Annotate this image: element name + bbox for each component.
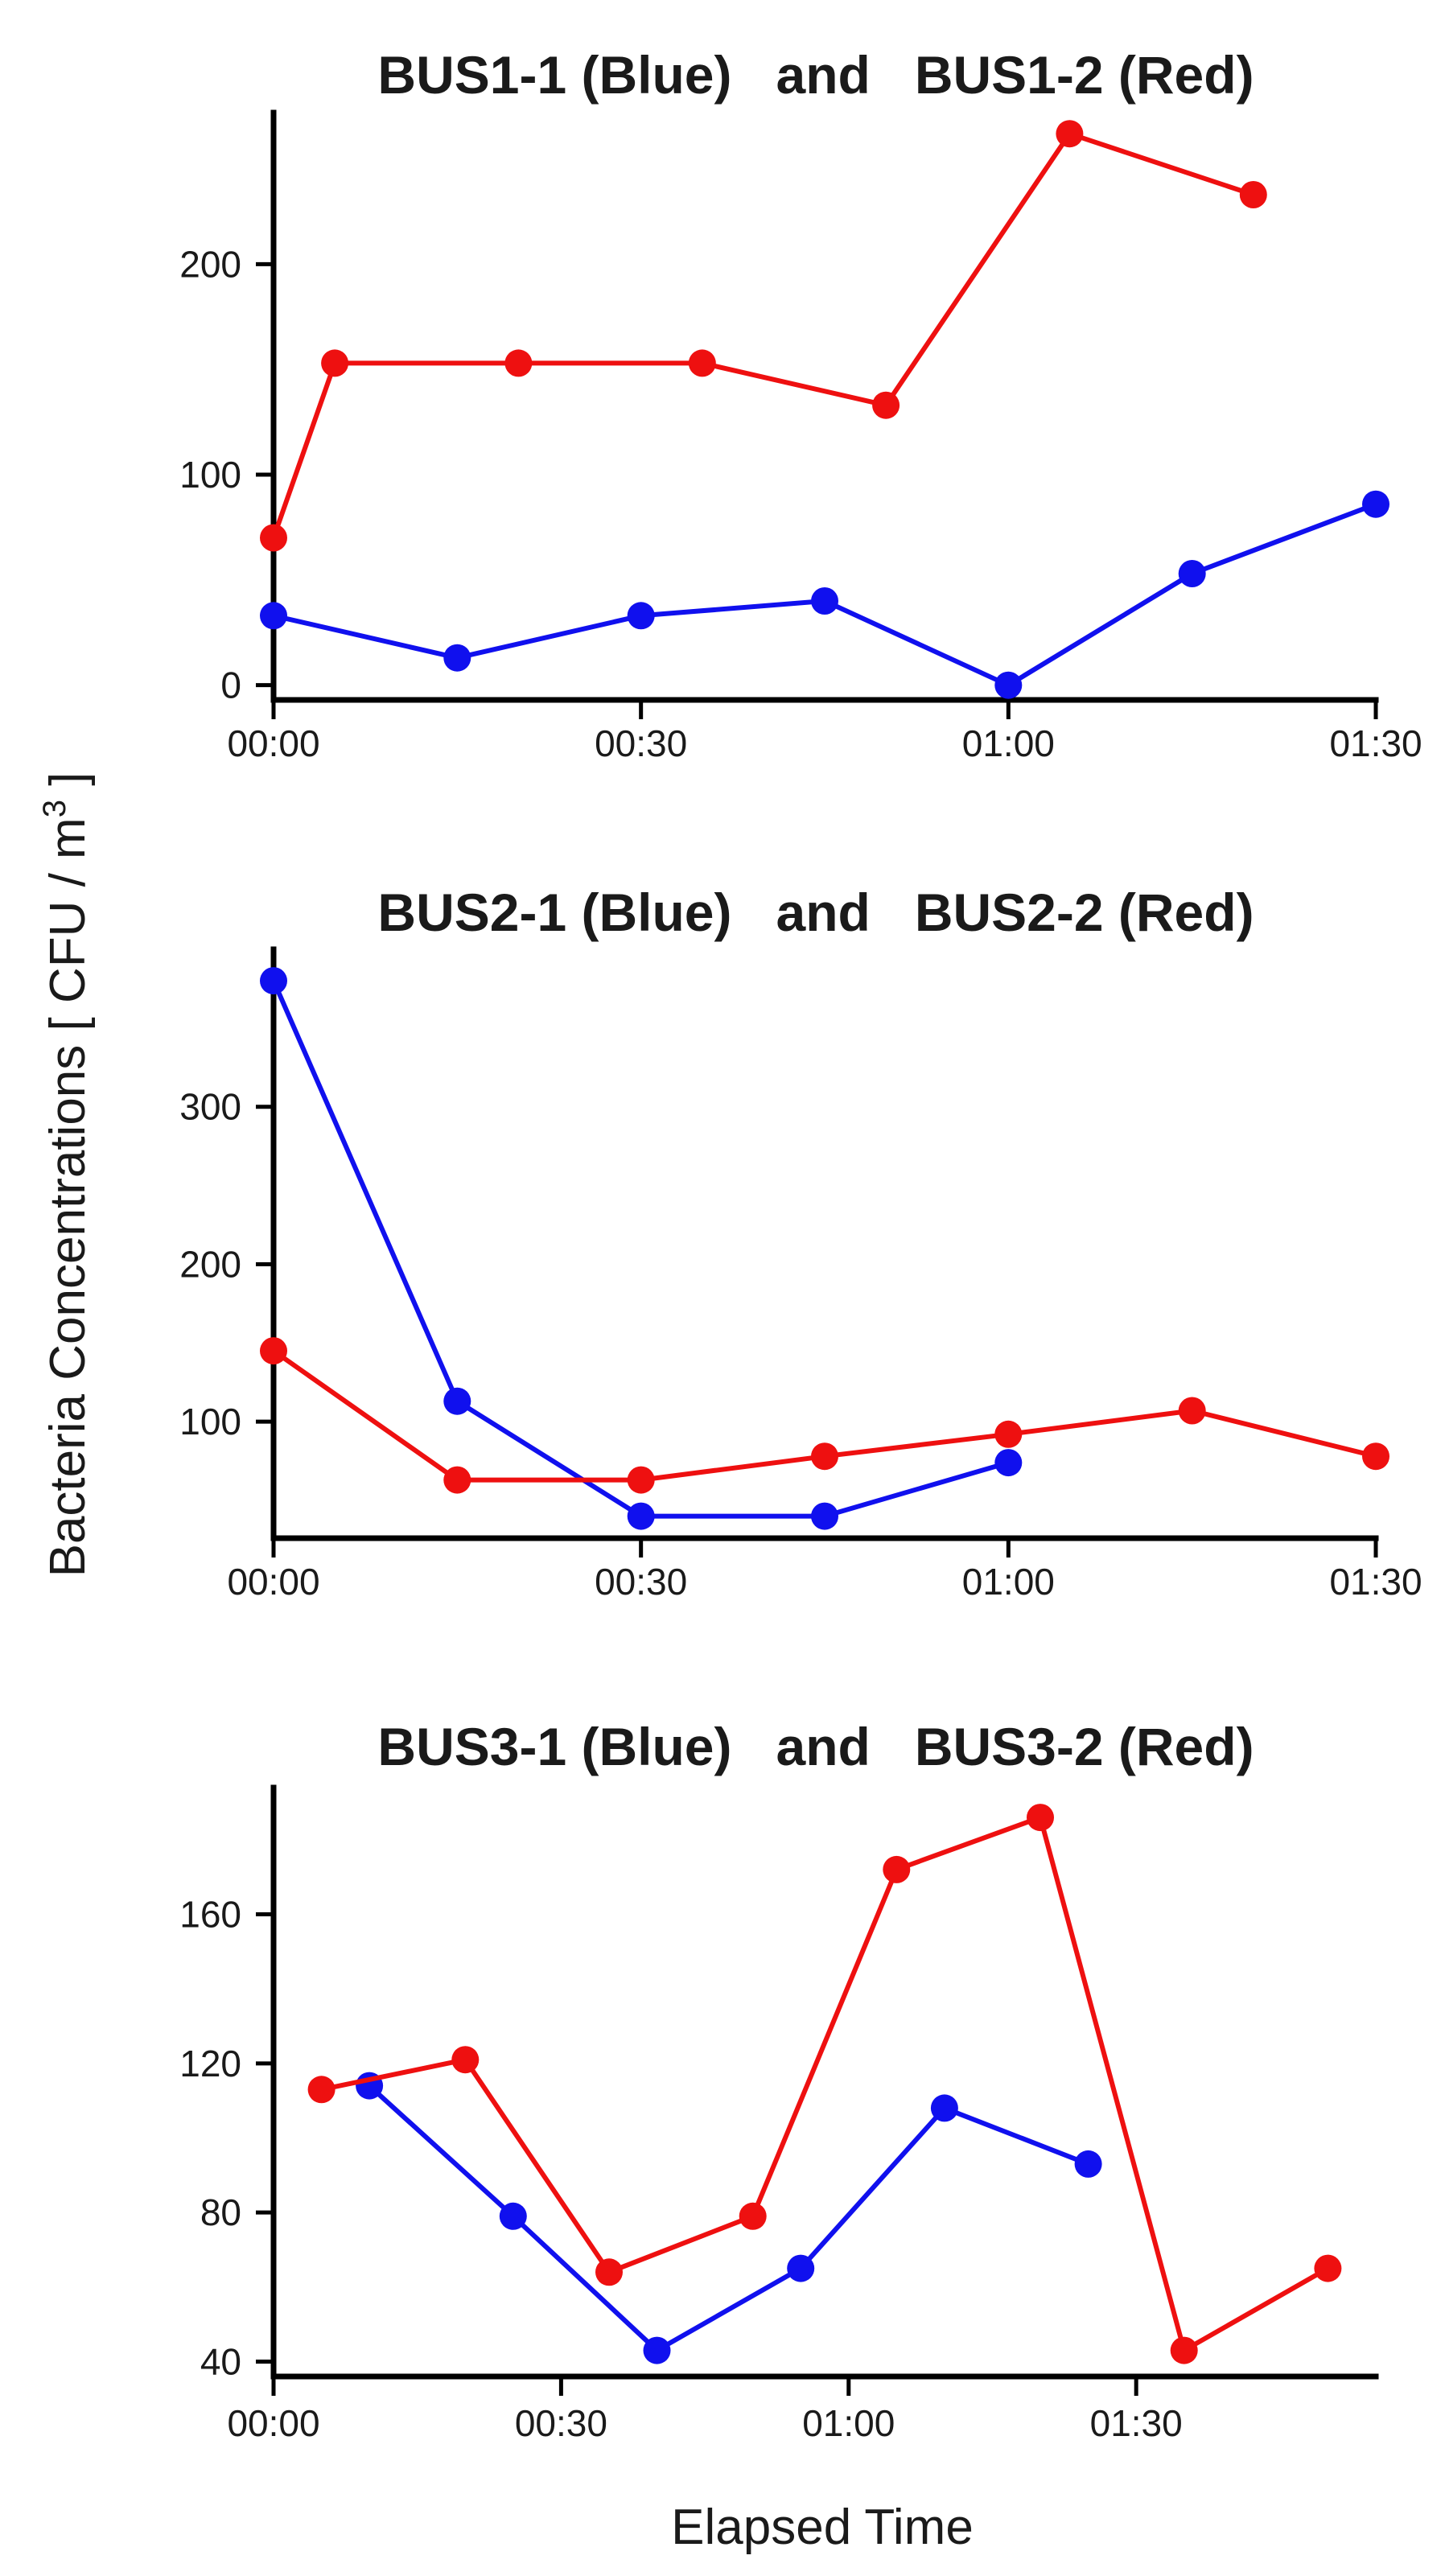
panel-3-x-tick-label: 00:00 xyxy=(227,2402,319,2444)
data-point-bus2-2 xyxy=(1362,1442,1389,1471)
data-point-bus1-1 xyxy=(260,602,287,630)
y-axis-title: Bacteria Concentrations [ CFU / m3 ] xyxy=(37,772,96,1578)
data-point-bus3-2 xyxy=(1170,2336,1198,2364)
data-point-bus3-2 xyxy=(1314,2254,1342,2282)
series-line-bus1-2 xyxy=(271,131,1254,539)
panel-2-y-tick-label: 200 xyxy=(179,1243,241,1285)
data-point-bus1-2 xyxy=(321,349,349,377)
panel-1-x-tick-label: 00:30 xyxy=(595,722,687,764)
panel-2-y-tick-label: 300 xyxy=(179,1086,241,1128)
data-point-bus2-2 xyxy=(260,1337,287,1365)
panel-2-x-tick-label: 01:00 xyxy=(962,1561,1055,1603)
data-point-bus1-1 xyxy=(627,602,655,630)
data-point-bus2-1 xyxy=(811,1502,838,1530)
data-point-bus2-1 xyxy=(443,1387,471,1415)
data-point-bus1-1 xyxy=(1362,490,1389,518)
panel-2-x-tick-label: 01:30 xyxy=(1329,1561,1422,1603)
panel-1: BUS1-1 (Blue) and BUS1-2 (Red) 0 100 200 00… xyxy=(179,45,1422,764)
series-line-bus3-2 xyxy=(320,1815,1329,2353)
data-point-bus1-1 xyxy=(1178,560,1206,587)
y-axis-title-superscript: 3 xyxy=(37,800,72,817)
data-point-bus3-2 xyxy=(595,2258,623,2286)
data-point-bus3-2 xyxy=(307,2076,336,2104)
panel-3-x-tick-label: 00:30 xyxy=(515,2402,607,2444)
data-point-bus1-1 xyxy=(811,587,838,615)
data-point-bus1-2 xyxy=(504,349,533,377)
panel-1-x-tick-label: 01:30 xyxy=(1329,722,1422,764)
data-point-bus1-1 xyxy=(994,671,1023,699)
panel-3: BUS3-1 (Blue) and BUS3-2 (Red) 40 80 120 16… xyxy=(179,1717,1379,2444)
panel-2: BUS2-1 (Blue) and BUS2-2 (Red) 100 200 300… xyxy=(179,883,1422,1603)
series-line-bus2-1 xyxy=(271,979,1010,1519)
panel-2-x-tick-label: 00:00 xyxy=(227,1561,319,1603)
y-axis-title-text: Bacteria Concentrations [ CFU / m xyxy=(40,817,96,1577)
panel-2-x-tick-label: 00:30 xyxy=(595,1561,687,1603)
data-point-bus3-1 xyxy=(787,2254,815,2282)
data-point-bus2-2 xyxy=(1178,1397,1206,1425)
data-point-bus1-2 xyxy=(260,524,287,552)
data-point-bus2-1 xyxy=(994,1449,1023,1477)
panel-1-title: BUS1-1 (Blue) and BUS1-2 (Red) xyxy=(377,45,1254,105)
data-point-bus2-2 xyxy=(811,1442,838,1471)
data-point-bus3-2 xyxy=(1027,1804,1054,1832)
data-point-bus2-2 xyxy=(443,1466,471,1494)
panel-3-x-tick-label: 01:30 xyxy=(1090,2402,1183,2444)
panel-3-y-tick-label: 160 xyxy=(179,1894,241,1936)
panel-2-title: BUS2-1 (Blue) and BUS2-2 (Red) xyxy=(377,883,1254,942)
data-point-bus2-1 xyxy=(627,1502,655,1530)
series-line-bus3-1 xyxy=(368,2084,1089,2353)
panel-3-y-tick-label: 40 xyxy=(200,2340,241,2382)
x-axis-title: Elapsed Time xyxy=(671,2500,974,2555)
panel-3-axes xyxy=(270,1784,1379,2380)
data-point-bus1-2 xyxy=(1056,120,1084,148)
panel-3-y-tick-label: 120 xyxy=(179,2043,241,2084)
data-point-bus3-1 xyxy=(499,2202,527,2230)
data-point-bus3-2 xyxy=(451,2046,480,2074)
data-point-bus3-2 xyxy=(883,1855,911,1883)
data-point-bus1-2 xyxy=(1239,181,1267,208)
panel-1-y-tick-label: 0 xyxy=(220,665,241,706)
y-axis-title-end: ] xyxy=(40,772,96,800)
panel-3-title: BUS3-1 (Blue) and BUS3-2 (Red) xyxy=(377,1717,1254,1776)
panel-1-x-tick-label: 00:00 xyxy=(227,722,319,764)
data-point-bus3-2 xyxy=(739,2202,767,2230)
data-point-bus3-1 xyxy=(1074,2150,1102,2178)
data-point-bus2-1 xyxy=(260,967,287,995)
panel-1-y-tick-label: 200 xyxy=(179,243,241,285)
data-point-bus1-2 xyxy=(688,349,716,377)
data-point-bus1-2 xyxy=(872,391,900,419)
panel-3-y-tick-label: 80 xyxy=(200,2191,241,2233)
data-point-bus1-1 xyxy=(443,644,471,672)
panel-1-y-tick-label: 100 xyxy=(179,454,241,496)
panel-1-x-tick-label: 01:00 xyxy=(962,722,1055,764)
panel-3-x-tick-label: 01:00 xyxy=(802,2402,895,2444)
panel-2-y-tick-label: 100 xyxy=(179,1401,241,1442)
data-point-bus3-1 xyxy=(930,2094,958,2122)
data-point-bus3-1 xyxy=(643,2336,671,2364)
data-point-bus2-2 xyxy=(627,1466,655,1494)
data-point-bus2-2 xyxy=(994,1420,1023,1448)
